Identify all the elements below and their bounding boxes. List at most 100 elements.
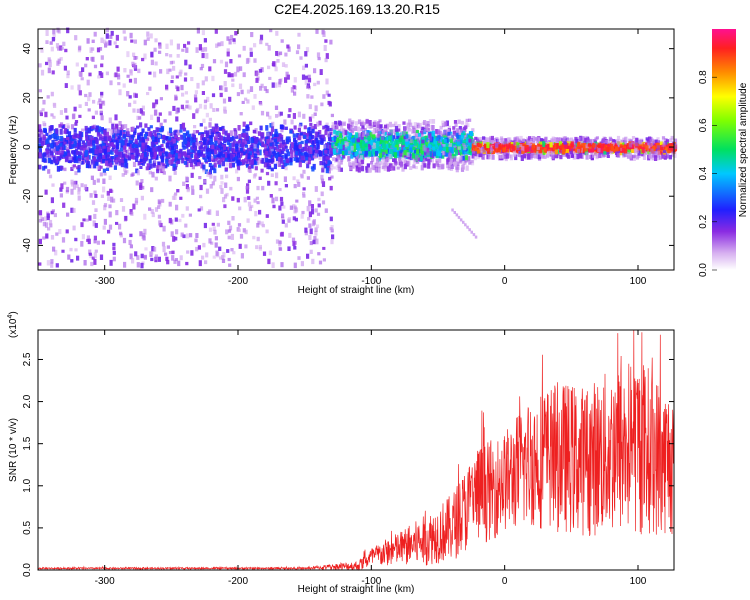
heatmap-cell-4596 (514, 154, 518, 161)
heatmap-cell-517 (75, 184, 79, 188)
heatmap-cell-2646 (381, 126, 385, 131)
heatmap-cell-78 (282, 159, 286, 164)
heatmap-cell-1601 (73, 127, 77, 133)
heatmap-cell-2376 (51, 133, 55, 139)
heatmap-cell-3994 (350, 145, 354, 151)
heatmap-cell-3615 (387, 150, 391, 156)
heatmap-cell-264 (228, 96, 232, 102)
heatmap-cell-1637 (72, 135, 76, 139)
heatmap-cell-2442 (249, 51, 253, 57)
heatmap-cell-2221 (311, 140, 315, 147)
heatmap-cell-2329 (141, 139, 145, 143)
heatmap-cell-1775 (44, 111, 48, 118)
heatmap-cell-1700 (137, 134, 141, 140)
heatmap-cell-2565 (254, 166, 258, 171)
heatmap-cell-3932 (356, 143, 360, 148)
heatmap-cell-1813 (276, 153, 280, 157)
heatmap-cell-2581 (102, 154, 106, 159)
heatmap-cell-3842 (426, 150, 430, 156)
heatmap-cell-1634 (282, 162, 286, 168)
heatmap-cell-1846 (218, 144, 222, 149)
heatmap-cell-3938 (456, 127, 460, 134)
heatmap-cell-1179 (131, 258, 135, 264)
heatmap-cell-3301 (351, 120, 355, 124)
heatmap-cell-2111 (322, 156, 326, 162)
heatmap-cell-1574 (180, 134, 184, 140)
heatmap-cell-1678 (108, 175, 112, 180)
heatmap-cell-108 (128, 78, 133, 83)
heatmap-cell-1496 (278, 247, 283, 251)
heatmap-cell-125 (153, 47, 157, 52)
heatmap-cell-1904 (38, 89, 42, 93)
heatmap-cell-2022 (45, 61, 49, 66)
heatmap-cell-3493 (451, 153, 455, 159)
heatmap-cell-653 (103, 218, 107, 225)
heatmap-cell-586 (222, 197, 226, 203)
heatmap-cell-397 (232, 38, 236, 42)
heatmap-cell-3864 (360, 159, 365, 165)
heatmap-cell-1527 (313, 82, 317, 87)
heatmap-cell-3825 (405, 141, 409, 148)
heatmap-cell-3626 (445, 130, 449, 136)
heatmap-cell-974 (257, 131, 262, 136)
heatmap-cell-1978 (75, 150, 79, 155)
heatmap-cell-179 (226, 249, 230, 253)
heatmap-cell-2439 (280, 129, 284, 133)
heatmap-cell-1705 (203, 222, 207, 229)
heatmap-cells (38, 27, 678, 269)
heatmap-cell-455 (66, 125, 70, 129)
heatmap-cell-2178 (314, 153, 318, 159)
heatmap-cell-552 (107, 229, 111, 234)
heatmap-cell-1456 (139, 166, 143, 169)
heatmap-cell-2075 (113, 165, 117, 170)
heatmap-cell-2228 (253, 147, 257, 152)
heatmap-cell-1513 (136, 170, 140, 176)
heatmap-cell-77 (70, 85, 74, 90)
heatmap-cell-2482 (193, 159, 197, 165)
heatmap-cell-1199 (219, 185, 223, 189)
heatmap-cell-2396 (152, 102, 156, 109)
heatmap-cell-2171 (195, 142, 199, 146)
heatmap-cell-2049 (157, 146, 161, 152)
heatmap-cell-2383 (302, 113, 306, 119)
heatmap-cell-2532 (116, 73, 120, 77)
heatmap-cell-1371 (226, 51, 230, 57)
heatmap-cell-1746 (269, 139, 273, 143)
heatmap-cell-3174 (355, 165, 359, 172)
heatmap-cell-2008 (231, 142, 235, 148)
heatmap-cell-1327 (229, 147, 233, 152)
heatmap-cell-1932 (175, 204, 179, 211)
heatmap-cell-1234 (190, 172, 194, 178)
heatmap-cell-927 (330, 164, 334, 168)
heatmap-cell-2424 (258, 176, 262, 180)
heatmap-cell-2172 (180, 104, 184, 110)
heatmap-cell-1157 (210, 241, 214, 245)
heatmap-cell-1063 (259, 85, 263, 91)
heatmap-cell-2236 (55, 128, 59, 134)
heatmap-cell-423 (189, 233, 193, 238)
heatmap-cell-3460 (335, 157, 339, 162)
heatmap-cell-1943 (51, 70, 55, 75)
heatmap-cell-1094 (147, 166, 151, 170)
heatmap-cell-1459 (191, 164, 195, 170)
heatmap-cell-1982 (298, 161, 302, 168)
heatmap-cell-482 (202, 118, 206, 123)
heatmap-cell-2394 (168, 201, 172, 207)
heatmap-cell-1087 (116, 137, 120, 141)
heatmap-cell-1585 (325, 78, 329, 85)
heatmap-cell-1898 (119, 231, 123, 236)
heatmap-cell-1765 (66, 212, 70, 217)
heatmap-cell-3827 (432, 151, 437, 157)
heatmap-cell-849 (300, 134, 304, 139)
heatmap-cell-732 (158, 50, 162, 54)
heatmap-cell-1282 (167, 131, 171, 136)
heatmap-cell-662 (92, 179, 96, 185)
heatmap-cell-2243 (216, 138, 221, 144)
heatmap-cell-3756 (408, 119, 412, 125)
heatmap-cell-3990 (376, 122, 380, 128)
heatmap-cell-3912 (364, 150, 368, 157)
heatmap-cell-3794 (346, 142, 350, 147)
heatmap-cell-3826 (397, 156, 402, 161)
heatmap-cell-1991 (224, 155, 228, 161)
heatmap-cell-3979 (376, 140, 380, 146)
